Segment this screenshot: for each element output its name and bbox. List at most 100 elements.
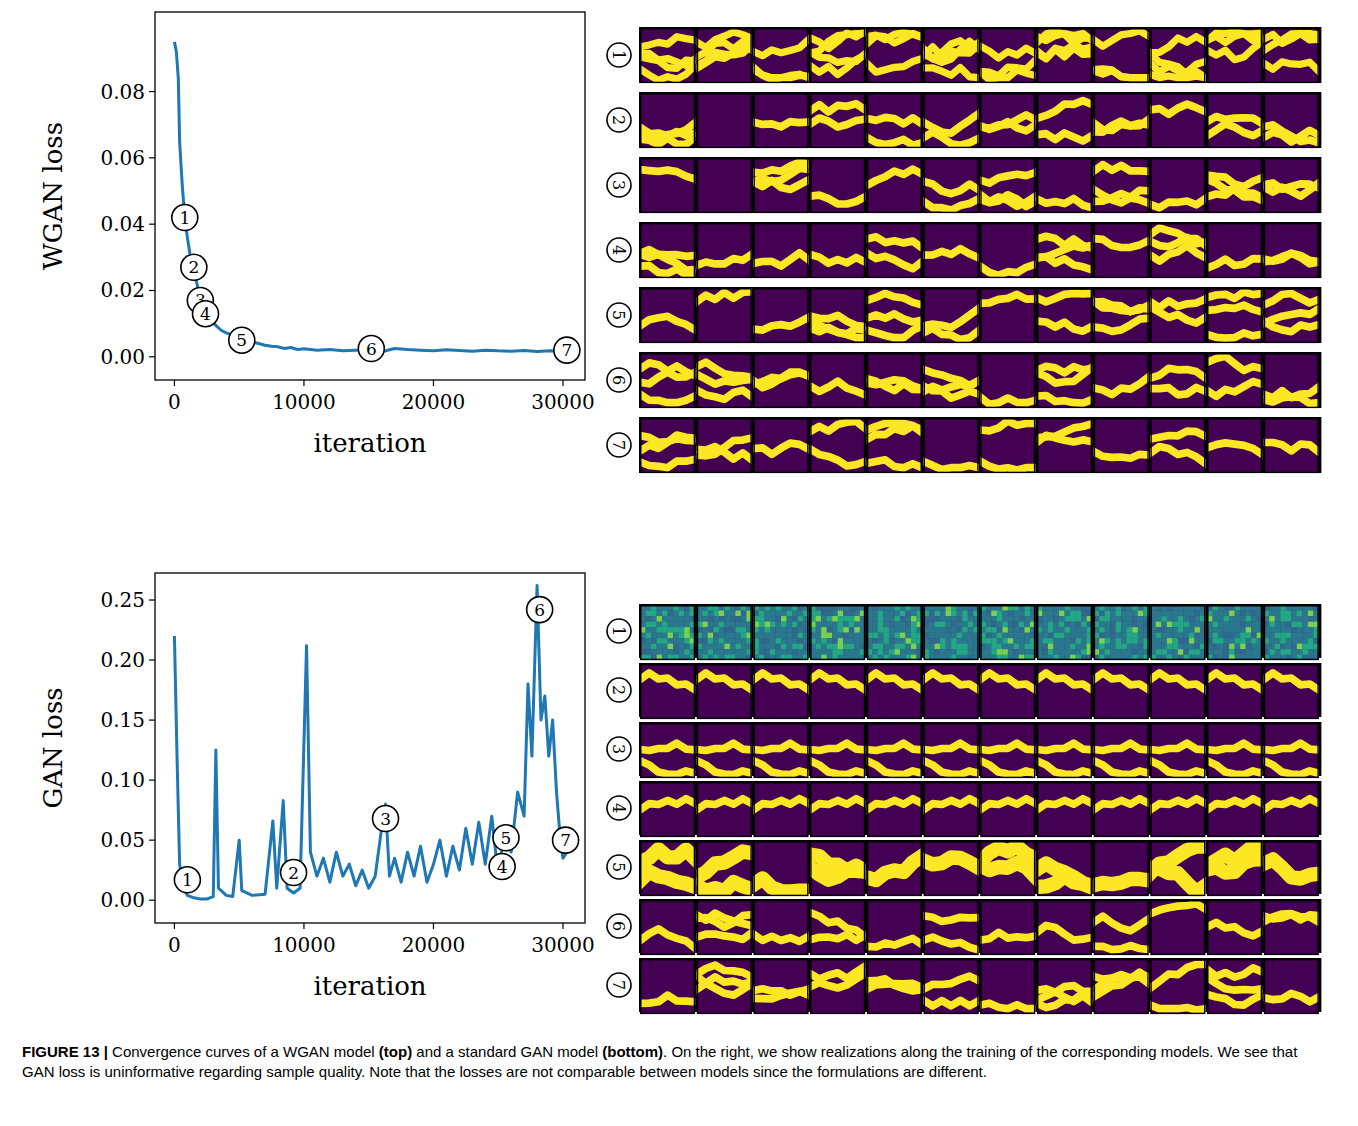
sample-channel [867,379,922,391]
noise-pixel [1116,627,1122,633]
noise-pixel [770,622,776,628]
sample-channel [1264,799,1319,810]
noise-pixel [1235,611,1241,617]
noise-pixel [1105,649,1111,655]
sample-background [924,28,979,83]
sample-channel [867,34,922,44]
noise-pixel [878,633,884,639]
noise-pixel [1218,649,1224,655]
sample-image [1037,723,1092,778]
noise-pixel [1291,638,1297,644]
noise-pixel [838,638,844,644]
noise-pixel [1002,638,1008,644]
sample-background [1264,782,1319,837]
sample-image [1264,223,1319,278]
sample-background [810,158,865,213]
sample-border [811,29,865,83]
noise-pixel [1286,611,1292,617]
sample-channel [697,32,752,48]
noise-pixel [878,649,884,655]
sample-channel [753,253,808,266]
noise-pixel [651,649,657,655]
sample-channel [810,673,865,690]
sample-background [697,418,752,473]
noise-pixel [1302,627,1308,633]
row-label-circle [607,238,631,262]
sample-channel [1264,321,1319,332]
annotation-circle [174,867,200,893]
noise-pixel [1189,622,1195,628]
noise-pixel [1172,644,1178,650]
noise-pixel [872,611,878,617]
sample-background [867,664,922,719]
annotation-circle [172,205,198,231]
sample-border [1094,29,1148,83]
noise-pixel [838,644,844,650]
sample-image [753,664,808,719]
row-label: 5 [609,862,628,872]
sample-background [810,28,865,83]
noise-pixel [646,649,652,655]
sample-background [924,664,979,719]
noise-pixel [843,627,849,633]
noise-pixel [889,616,895,622]
noise-pixel [1269,644,1275,650]
annotation: 6 [527,597,553,623]
row-label-circle [607,796,631,820]
sample-background [1094,723,1149,778]
sample-channel [1150,62,1205,73]
sample-channel [640,316,695,330]
noise-pixel [662,616,668,622]
noise-pixel [951,644,957,650]
noise-pixel [735,649,741,655]
noise-pixel [962,611,968,617]
noise-pixel [759,622,765,628]
noise-pixel [1048,644,1054,650]
x-axis-title: iteration [313,428,426,458]
sample-background [1037,93,1092,148]
noise-pixel [1297,611,1303,617]
sample-channel [640,266,695,275]
sample-image [1264,723,1319,778]
noise-pixel [792,633,798,639]
sample-channel [1150,368,1205,378]
chart: 01000020000300000.000.020.040.060.08iter… [38,12,1321,473]
noise-pixel [1246,633,1252,639]
noise-pixel [1070,627,1076,633]
noise-pixel [1280,627,1286,633]
noise-pixel [849,649,855,655]
noise-pixel [1053,633,1059,639]
sample-border [1151,354,1205,408]
sample-background [810,223,865,278]
noise-pixel [1110,638,1116,644]
sample-image [924,93,979,148]
sample-border [1038,419,1092,473]
noise-pixel [1269,611,1275,617]
noise-pixel [900,649,906,655]
noise-pixel [1235,649,1241,655]
sample-channel [1150,54,1205,78]
sample-image [1264,28,1319,83]
sample-background [1037,223,1092,278]
sample-border [754,419,808,473]
noise-pixel [911,627,917,633]
noise-pixel [1138,611,1144,617]
noise-pixel [894,611,900,617]
sample-image [1094,353,1149,408]
sample-background [1037,664,1092,719]
loss-line [174,42,569,352]
noise-pixel [1189,627,1195,633]
sample-image [810,93,865,148]
annotation-circle [229,327,255,353]
sample-channel [753,122,808,127]
noise-pixel [1286,616,1292,622]
noise-pixel [1251,649,1257,655]
noise-pixel [1065,638,1071,644]
sample-channel [640,436,695,443]
noise-pixel [872,638,878,644]
sample-channel [867,380,922,389]
annotation: 3 [373,806,399,832]
sample-border [868,159,922,213]
sample-border [1208,354,1262,408]
noise-pixel [1189,638,1195,644]
